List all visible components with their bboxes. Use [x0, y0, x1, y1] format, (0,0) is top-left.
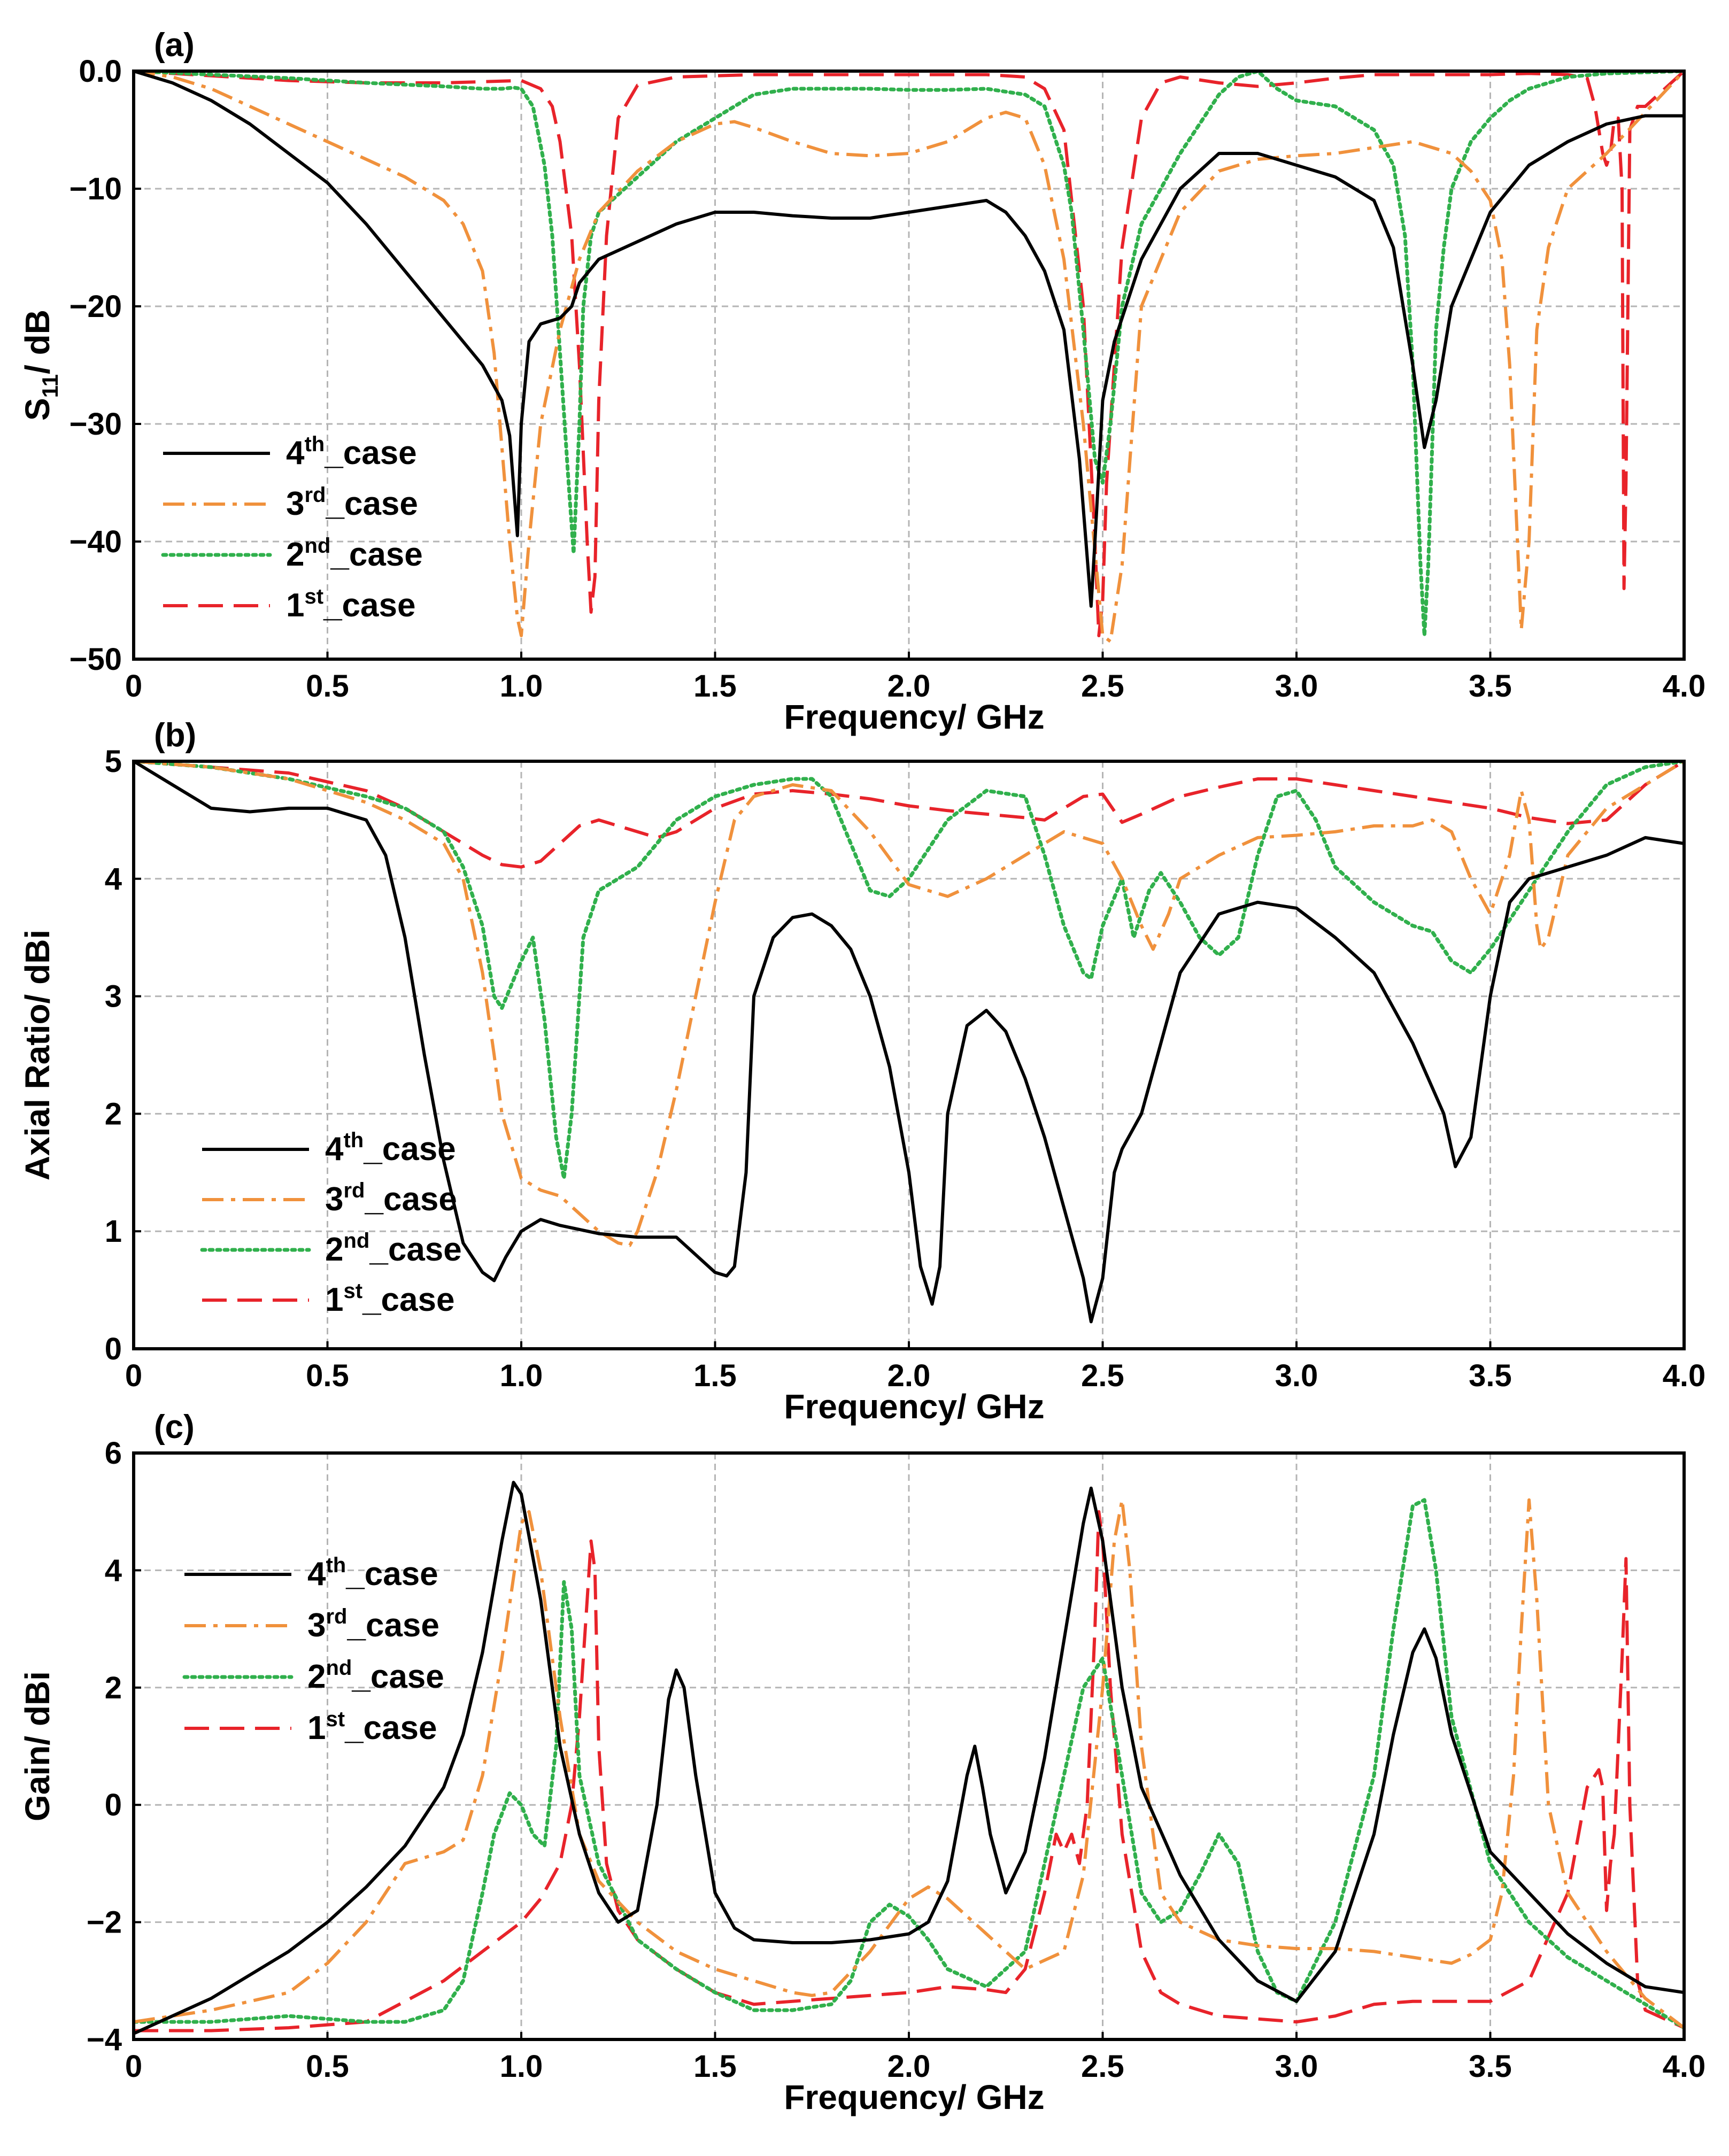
x-tick-label: 1.0 — [500, 2049, 543, 2084]
y-tick-label: −40 — [70, 524, 122, 559]
series-line-4th_case — [134, 71, 1684, 608]
series-group — [134, 761, 1684, 1324]
series-line-4th_case — [134, 761, 1684, 1324]
y-tick-label: 2 — [105, 1096, 122, 1131]
y-tick-label: 5 — [105, 744, 122, 779]
y-tick-label: 0 — [105, 1788, 122, 1822]
series-line-2nd_case — [134, 71, 1684, 638]
x-tick-label: 3.5 — [1469, 2049, 1512, 2084]
x-tick-label: 1.0 — [500, 1358, 543, 1393]
legend-label-1st_case: 1st_case — [307, 1707, 437, 1747]
x-axis-label: Frequency/ GHz — [784, 698, 1044, 736]
y-tick-label: −2 — [87, 1905, 122, 1940]
x-tick-label: 3.5 — [1469, 1358, 1512, 1393]
series-line-3rd_case — [134, 1498, 1684, 2029]
x-tick-label: 1.5 — [693, 1358, 737, 1393]
x-tick-label: 0 — [125, 669, 142, 704]
y-tick-label: −4 — [87, 2022, 122, 2057]
series-line-3rd_case — [134, 761, 1684, 1247]
x-tick-label: 0.5 — [306, 2049, 349, 2084]
x-tick-label: 2.0 — [887, 669, 931, 704]
y-tick-label: 2 — [105, 1671, 122, 1705]
series-line-1st_case — [134, 1510, 1684, 2033]
series-line-1st_case — [134, 761, 1684, 869]
x-tick-label: 3.0 — [1275, 2049, 1318, 2084]
legend-label-3rd_case: 3rd_case — [286, 483, 418, 522]
y-tick-label: −30 — [70, 407, 122, 442]
panel-label: (b) — [154, 717, 196, 754]
x-tick-label: 2.5 — [1081, 2049, 1124, 2084]
chart-panel-b: 0 0.5 1.0 1.5 2.0 2.5 3.0 3.5 4.0 0 1 2 3 4 5 Frequency… — [18, 717, 1705, 1426]
x-tick-label: 0 — [125, 1358, 142, 1393]
legend-label-4th_case: 4th_case — [325, 1129, 456, 1168]
legend-label-3rd_case: 3rd_case — [307, 1605, 439, 1644]
series-line-2nd_case — [134, 761, 1684, 1180]
x-tick-label: 4.0 — [1663, 2049, 1706, 2084]
series-line-4th_case — [134, 1480, 1684, 2035]
y-tick-label: 0 — [105, 1332, 122, 1366]
y-tick-label: 4 — [105, 1553, 122, 1588]
series-group — [134, 1480, 1684, 2035]
chart-panel-a: 0 0.5 1.0 1.5 2.0 2.5 3.0 3.5 4.0 −50 −40 −30 −20 −10… — [18, 27, 1705, 736]
y-tick-label: 6 — [105, 1436, 122, 1471]
x-tick-label: 0.5 — [306, 1358, 349, 1393]
legend-label-2nd_case: 2nd_case — [325, 1229, 462, 1268]
x-tick-label: 4.0 — [1663, 1358, 1706, 1393]
x-tick-label: 1.5 — [693, 669, 737, 704]
x-tick-label: 2.0 — [887, 2049, 931, 2084]
y-tick-label: −10 — [70, 172, 122, 206]
legend-label-1st_case: 1st_case — [286, 585, 415, 624]
x-tick-label: 0 — [125, 2049, 142, 2084]
x-tick-label: 2.0 — [887, 1358, 931, 1393]
x-axis-label: Frequency/ GHz — [784, 2078, 1044, 2116]
legend-label-2nd_case: 2nd_case — [307, 1656, 444, 1695]
series-line-3rd_case — [134, 71, 1684, 643]
legend-label-2nd_case: 2nd_case — [286, 534, 423, 573]
y-tick-label: 0.0 — [79, 54, 122, 89]
x-tick-label: 2.5 — [1081, 1358, 1124, 1393]
panel-label: (a) — [154, 27, 195, 64]
legend-label-1st_case: 1st_case — [325, 1279, 454, 1318]
x-tick-label: 1.5 — [693, 2049, 737, 2084]
x-tick-label: 3.0 — [1275, 669, 1318, 704]
x-tick-label: 2.5 — [1081, 669, 1124, 704]
panel-label: (c) — [154, 1409, 195, 1446]
y-axis-label: Gain/ dBi — [18, 1671, 57, 1821]
y-axis-label: S11/ dB — [18, 310, 63, 421]
legend-label-3rd_case: 3rd_case — [325, 1179, 457, 1218]
y-tick-label: 1 — [105, 1214, 122, 1249]
x-tick-label: 1.0 — [500, 669, 543, 704]
series-line-2nd_case — [134, 1498, 1684, 2030]
series-group — [134, 71, 1684, 643]
x-tick-label: 3.5 — [1469, 669, 1512, 704]
y-tick-label: 4 — [105, 862, 122, 897]
x-tick-label: 0.5 — [306, 669, 349, 704]
y-axis-label: Axial Ratio/ dBi — [18, 930, 57, 1180]
legend-label-4th_case: 4th_case — [307, 1554, 438, 1593]
x-tick-label: 3.0 — [1275, 1358, 1318, 1393]
legend: 4th_case 3rd_case 2nd_case 1st_case — [182, 1554, 444, 1747]
y-tick-label: −20 — [70, 289, 122, 324]
y-tick-label: 3 — [105, 979, 122, 1014]
legend: 4th_case 3rd_case 2nd_case 1st_case — [161, 432, 423, 624]
legend-label-4th_case: 4th_case — [286, 432, 417, 472]
x-axis-label: Frequency/ GHz — [784, 1387, 1044, 1426]
legend: 4th_case 3rd_case 2nd_case 1st_case — [200, 1129, 462, 1318]
y-tick-label: −50 — [70, 642, 122, 677]
chart-panel-c: 0 0.5 1.0 1.5 2.0 2.5 3.0 3.5 4.0 −4 −2 0 2 4 6 Frequen… — [18, 1409, 1705, 2116]
x-tick-label: 4.0 — [1663, 669, 1706, 704]
